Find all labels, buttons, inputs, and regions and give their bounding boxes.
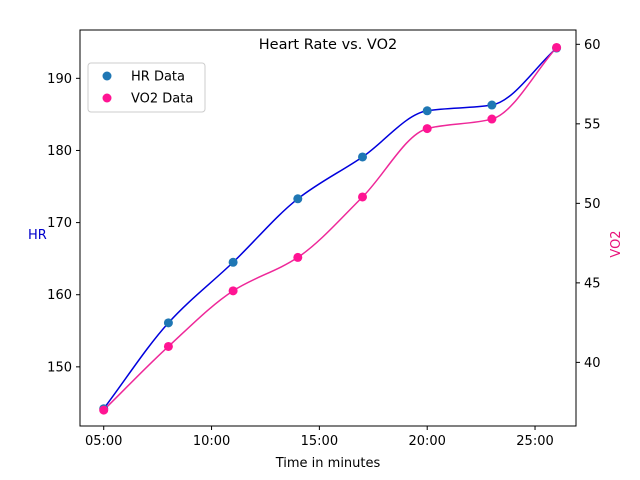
x-tick-label: 15:00 <box>301 434 338 449</box>
left-y-tick-label: 190 <box>47 72 72 87</box>
vo2-data-point <box>228 286 238 296</box>
x-tick-label: 05:00 <box>85 434 122 449</box>
vo2-data-point <box>293 252 303 262</box>
plot-frame <box>79 29 577 427</box>
hr-data-point <box>487 100 497 110</box>
vo2-data-point <box>487 114 497 124</box>
hr-data-point <box>293 194 303 204</box>
right-y-tick-label: 40 <box>584 356 601 371</box>
x-axis-title: Time in minutes <box>275 456 381 471</box>
left-y-tick-label: 180 <box>47 144 72 159</box>
right-y-tick-label: 60 <box>584 38 601 53</box>
x-tick-label: 25:00 <box>516 434 553 449</box>
right-y-tick-label: 55 <box>584 117 601 132</box>
vo2-data-point <box>358 192 368 202</box>
left-y-tick-label: 150 <box>47 360 72 375</box>
right-y-tick-label: 50 <box>584 197 601 212</box>
hr-data-point <box>163 318 173 328</box>
hr-data-point <box>228 257 238 267</box>
legend: HR Data VO2 Data <box>87 62 206 113</box>
hr-data-point <box>422 106 432 116</box>
legend-label-vo2: VO2 Data <box>131 92 193 107</box>
legend-label-hr: HR Data <box>131 70 185 85</box>
x-tick-label: 10:00 <box>193 434 230 449</box>
x-tick-label: 20:00 <box>408 434 445 449</box>
right-y-tick-label: 45 <box>584 276 601 291</box>
left-y-axis-title: HR <box>28 228 47 243</box>
vo2-data-point <box>163 341 173 351</box>
vo2-data-point <box>422 124 432 134</box>
vo2-data-point <box>99 405 109 415</box>
vo2-data-point <box>552 42 562 52</box>
chart-title: Heart Rate vs. VO2 <box>259 37 397 53</box>
left-y-tick-label: 170 <box>47 216 72 231</box>
right-y-axis-title: VO2 <box>609 230 624 257</box>
legend-marker-hr <box>102 71 112 81</box>
legend-box <box>87 62 206 113</box>
hr-data-point <box>358 152 368 162</box>
left-y-tick-label: 160 <box>47 288 72 303</box>
legend-marker-vo2 <box>102 93 112 103</box>
